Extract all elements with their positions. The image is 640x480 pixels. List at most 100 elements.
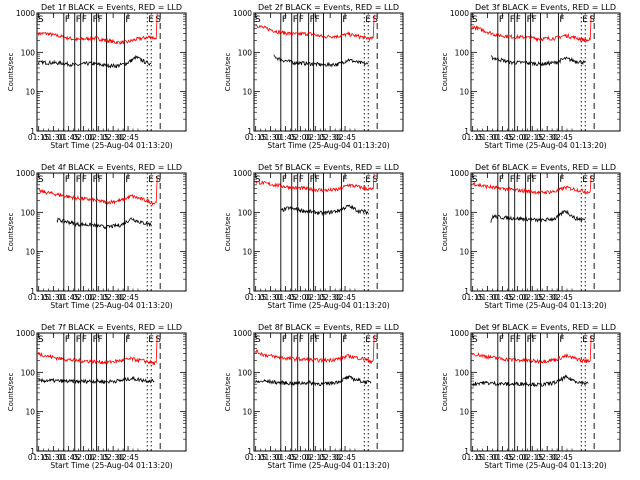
detector-panel-4: Det 4f BLACK = Events, RED = LLD 1 10 100 10… <box>7 163 187 310</box>
x-tick-label: 02:00 <box>73 133 95 142</box>
x-tick-label: 01:15 <box>28 293 50 302</box>
x-tick-label: 02:45 <box>551 133 573 142</box>
x-tick-label: 01:15 <box>462 133 484 142</box>
event-marker-label: F <box>315 15 320 25</box>
y-tick-label: 1000 <box>233 329 252 338</box>
event-marker-label: E <box>148 15 154 25</box>
x-tick-label: 01:30 <box>43 453 65 462</box>
x-tick-label: 01:30 <box>43 133 65 142</box>
x-tick-label: 01:45 <box>492 453 514 462</box>
y-tick-label: 1 <box>30 287 35 296</box>
event-marker-label: F <box>510 335 515 345</box>
event-marker-label: F <box>98 335 103 345</box>
event-marker-label: F <box>527 15 532 25</box>
detector-panel-7: Det 7f BLACK = Events, RED = LLD 1 10 100 10… <box>7 323 187 470</box>
x-axis-label: Start Time (25-Aug-04 01:13:20) <box>50 301 172 310</box>
event-marker-label: S <box>255 175 261 185</box>
y-tick-label: 10 <box>242 248 252 257</box>
event-marker-label: F <box>527 175 532 185</box>
y-tick-label: 1 <box>247 287 252 296</box>
x-tick-label: 02:45 <box>334 133 356 142</box>
y-tick-label: 1000 <box>450 329 469 338</box>
x-tick-label: 01:45 <box>275 293 297 302</box>
event-marker-label: F <box>125 175 130 185</box>
event-marker-label: F <box>293 175 298 185</box>
event-marker-label: S <box>472 175 478 185</box>
panel-title: Det 5f BLACK = Events, RED = LLD <box>258 163 399 172</box>
event-marker-label: F <box>532 175 537 185</box>
plot-frame <box>253 172 404 292</box>
lld-series-line <box>255 14 375 42</box>
events-series-line <box>273 54 369 68</box>
x-tick-label: 02:15 <box>304 293 326 302</box>
lld-series-line <box>38 176 158 206</box>
x-axis-label: Start Time (25-Aug-04 01:13:20) <box>50 141 172 150</box>
event-marker-label: F <box>342 15 347 25</box>
event-marker-label: F <box>299 335 304 345</box>
event-marker-label: F <box>293 15 298 25</box>
plot-frame <box>253 332 404 452</box>
x-tick-label: 01:45 <box>58 133 80 142</box>
panel-title: Det 4f BLACK = Events, RED = LLD <box>41 163 182 172</box>
x-tick-label: 01:45 <box>58 453 80 462</box>
x-tick-label: 02:30 <box>536 133 558 142</box>
y-tick-label: 10 <box>25 248 35 257</box>
panel-title: Det 9f BLACK = Events, RED = LLD <box>475 323 616 332</box>
event-marker-label: S <box>38 15 44 25</box>
lld-series-line <box>255 172 375 193</box>
event-marker-label: E <box>365 175 371 185</box>
event-marker-label: F <box>516 175 521 185</box>
event-marker-label: S <box>38 175 44 185</box>
x-tick-label: 01:30 <box>260 293 282 302</box>
y-tick-label: 1 <box>247 447 252 456</box>
event-marker-label: F <box>527 335 532 345</box>
y-tick-label: 100 <box>455 208 470 217</box>
y-tick-label: 1000 <box>450 169 469 178</box>
x-tick-label: 02:15 <box>521 133 543 142</box>
event-marker-label: E <box>148 175 154 185</box>
event-marker-label: F <box>98 175 103 185</box>
events-series-line <box>490 55 586 68</box>
y-tick-label: 10 <box>242 408 252 417</box>
event-marker-label: F <box>65 175 70 185</box>
event-marker-label: S <box>255 335 261 345</box>
lld-series-line <box>38 334 158 366</box>
x-tick-label: 01:30 <box>477 293 499 302</box>
y-tick-label: 1000 <box>233 169 252 178</box>
y-tick-label: 100 <box>238 208 253 217</box>
x-tick-label: 02:00 <box>73 453 95 462</box>
x-tick-label: 02:30 <box>102 293 124 302</box>
plot-frame <box>36 332 187 452</box>
x-tick-label: 02:15 <box>87 293 109 302</box>
detector-panel-3: Det 3f BLACK = Events, RED = LLD 1 10 100 10… <box>441 3 621 150</box>
x-tick-label: 02:00 <box>507 293 529 302</box>
x-tick-label: 02:30 <box>319 133 341 142</box>
event-marker-label: E <box>582 335 588 345</box>
x-tick-label: 01:15 <box>28 453 50 462</box>
y-axis-label: Counts/sec <box>7 373 15 412</box>
event-marker-label: F <box>315 335 320 345</box>
event-marker-label: S <box>372 15 378 25</box>
x-tick-label: 01:15 <box>245 133 267 142</box>
plot-frame <box>253 12 404 132</box>
event-marker-label: F <box>310 15 315 25</box>
y-tick-label: 100 <box>455 48 470 57</box>
event-marker-label: F <box>516 335 521 345</box>
event-marker-label: F <box>516 15 521 25</box>
event-marker-label: F <box>310 175 315 185</box>
event-marker-label: F <box>342 335 347 345</box>
y-tick-label: 1 <box>464 287 469 296</box>
events-series-line <box>472 374 589 388</box>
panel-title: Det 2f BLACK = Events, RED = LLD <box>258 3 399 12</box>
events-series-line <box>38 54 152 69</box>
x-tick-label: 01:30 <box>260 453 282 462</box>
x-axis-label: Start Time (25-Aug-04 01:13:20) <box>484 461 606 470</box>
event-marker-label: F <box>282 335 287 345</box>
y-axis-label: Counts/sec <box>7 53 15 92</box>
y-tick-label: 1 <box>464 127 469 136</box>
x-tick-label: 02:30 <box>102 453 124 462</box>
event-marker-label: F <box>82 15 87 25</box>
event-marker-label: F <box>499 15 504 25</box>
event-marker-label: F <box>342 175 347 185</box>
